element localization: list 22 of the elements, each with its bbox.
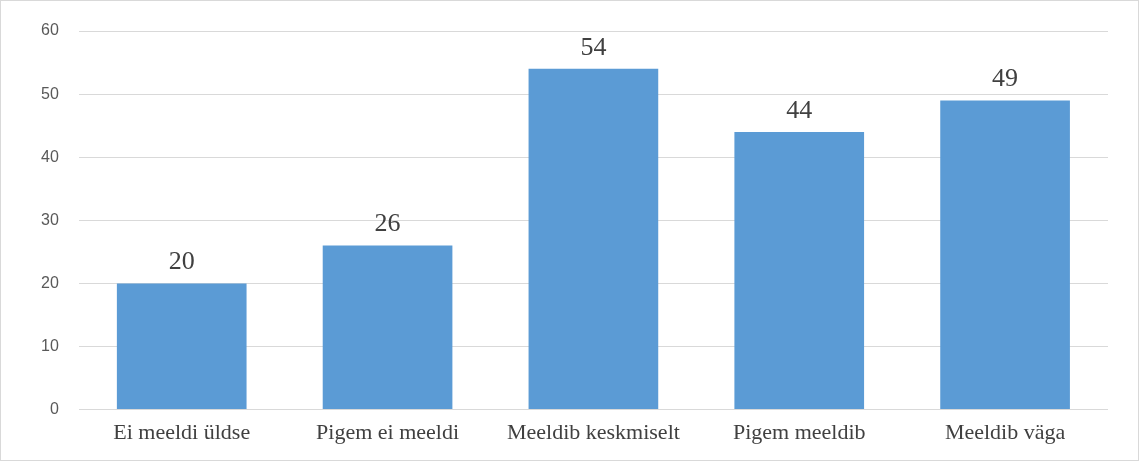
y-tick-label: 10 [41, 336, 59, 354]
data-label: 20 [168, 246, 195, 276]
data-label: 44 [786, 94, 813, 124]
y-tick-label: 20 [41, 273, 59, 291]
y-tick-label: 40 [41, 147, 59, 165]
bar [322, 245, 453, 410]
x-tick-label: Pigem ei meeldi [316, 418, 460, 444]
bar [116, 283, 247, 410]
y-tick-label: 0 [49, 400, 59, 418]
data-label: 49 [992, 63, 1019, 93]
bar [528, 68, 659, 410]
y-tick-label: 60 [41, 21, 59, 39]
x-tick-label: Ei meeldi üldse [113, 418, 251, 444]
x-tick-label: Meeldib väga [944, 418, 1066, 444]
y-tick-label: 50 [41, 84, 59, 102]
y-tick-label: 30 [41, 210, 59, 228]
bar [734, 131, 865, 410]
x-tick-label: Meeldib keskmiselt [506, 418, 680, 444]
data-label: 54 [580, 31, 607, 61]
data-label: 26 [374, 208, 401, 238]
bar [940, 100, 1070, 410]
x-tick-label: Pigem meeldib [732, 418, 866, 444]
